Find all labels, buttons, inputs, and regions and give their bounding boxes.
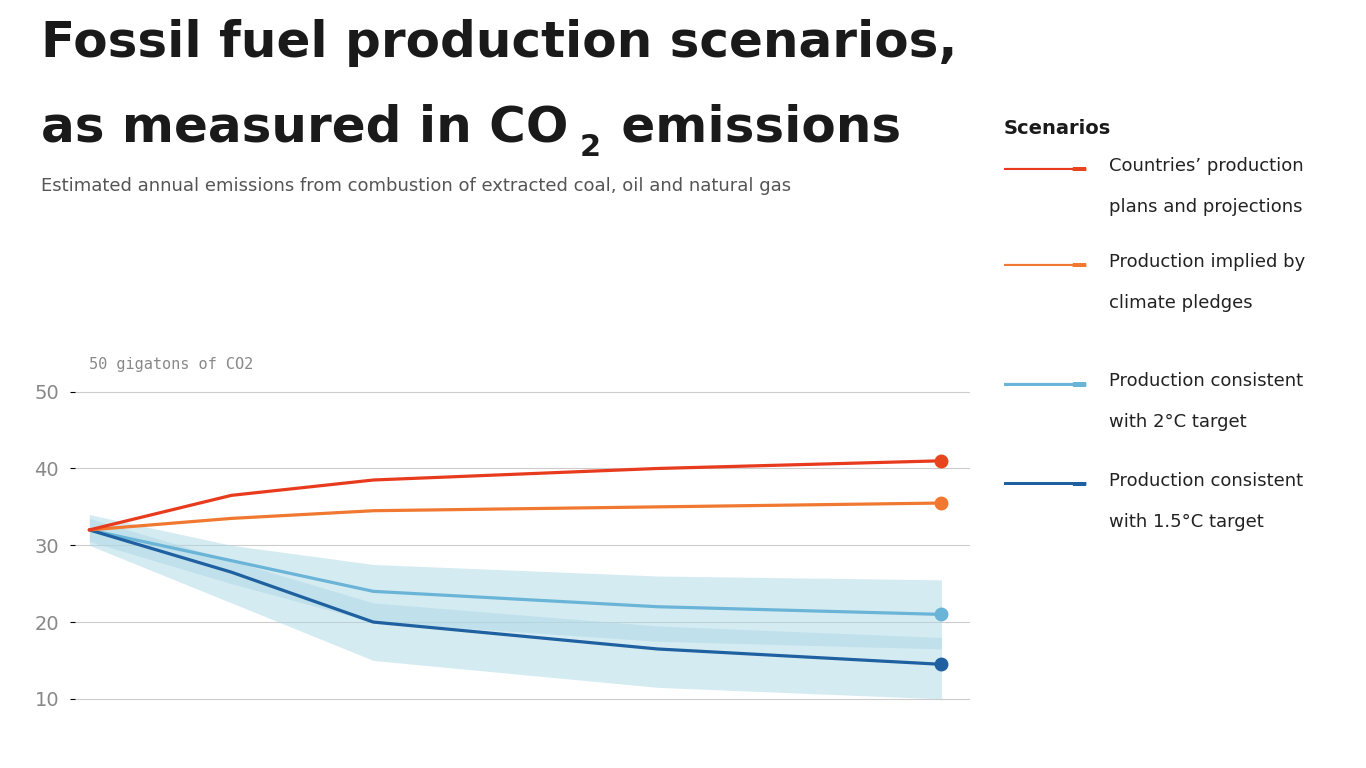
Text: plans and projections: plans and projections: [1109, 198, 1303, 216]
Text: Countries’ production: Countries’ production: [1109, 157, 1303, 175]
Text: Production implied by: Production implied by: [1109, 253, 1306, 271]
Text: Fossil fuel production scenarios,: Fossil fuel production scenarios,: [41, 19, 958, 68]
Text: emissions: emissions: [604, 104, 902, 152]
Text: 50 gigatons of CO2: 50 gigatons of CO2: [89, 357, 254, 372]
Text: with 2°C target: with 2°C target: [1109, 413, 1247, 431]
Text: Production consistent: Production consistent: [1109, 472, 1303, 490]
Text: Estimated annual emissions from combustion of extracted coal, oil and natural ga: Estimated annual emissions from combusti…: [41, 177, 791, 194]
Text: Scenarios: Scenarios: [1004, 119, 1112, 138]
Text: with 1.5°C target: with 1.5°C target: [1109, 513, 1264, 531]
Text: as measured in CO: as measured in CO: [41, 104, 568, 152]
Text: Production consistent: Production consistent: [1109, 372, 1303, 390]
Text: 2: 2: [579, 133, 600, 162]
Text: climate pledges: climate pledges: [1109, 294, 1253, 312]
